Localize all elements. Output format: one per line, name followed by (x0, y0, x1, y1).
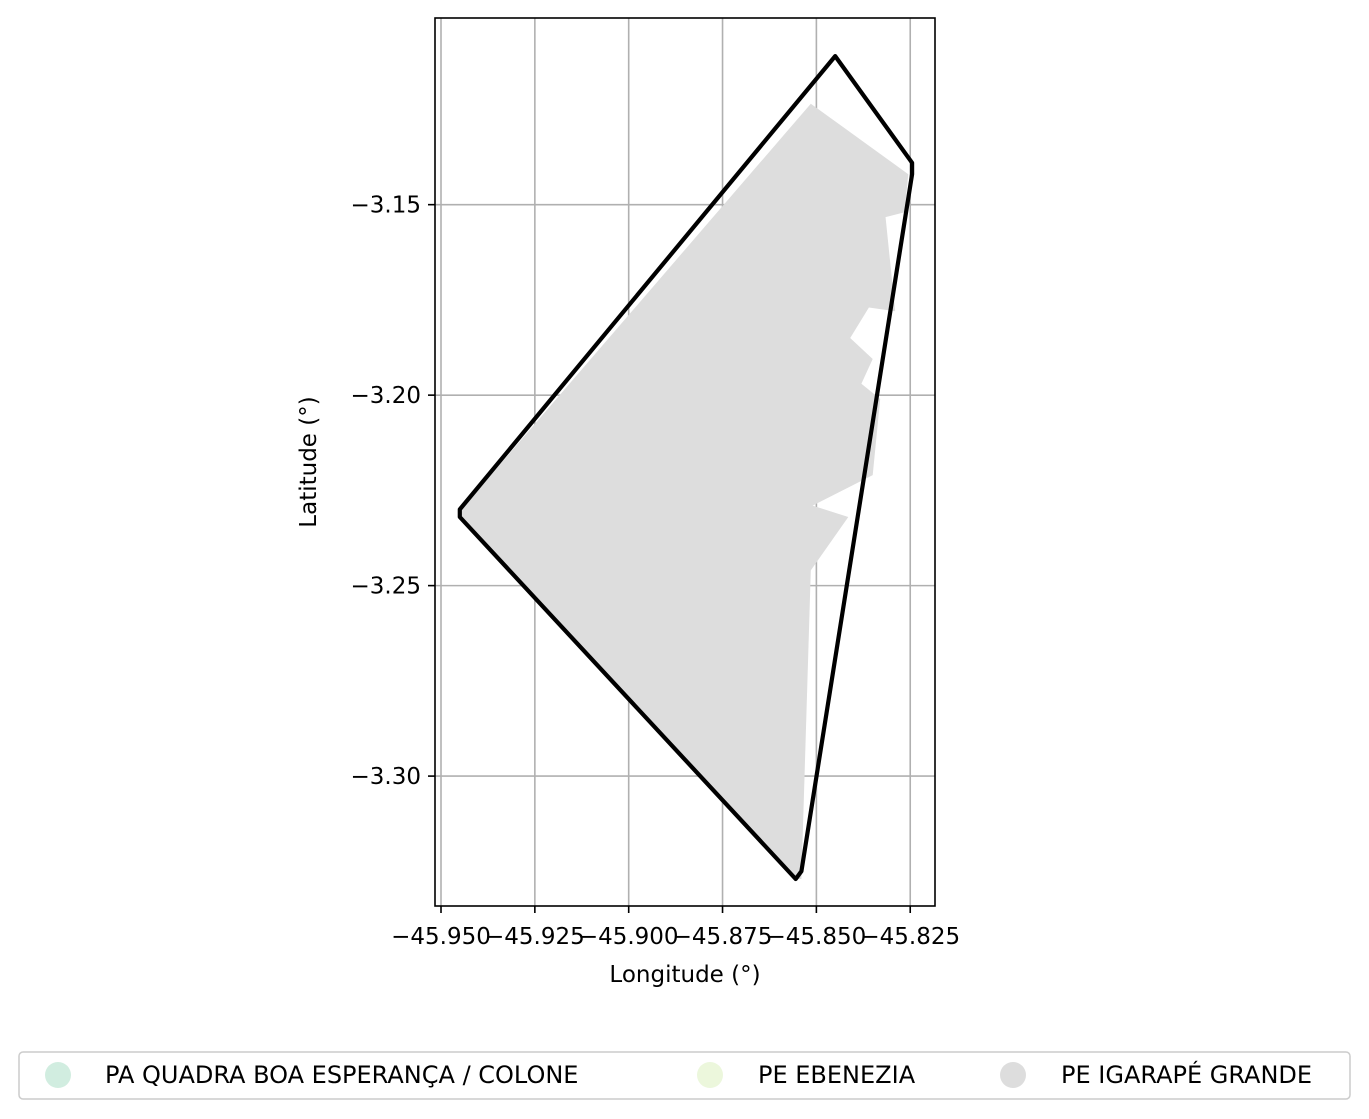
boundary-polygon (457, 53, 915, 882)
x-tick-label-3: −45.875 (673, 924, 773, 950)
x-axis-ticks: −45.950−45.925−45.900−45.875−45.850−45.8… (391, 906, 960, 950)
legend-label-2: PE IGARAPÉ GRANDE (1061, 1060, 1312, 1089)
x-tick-label-4: −45.850 (767, 924, 867, 950)
y-tick-label-3: −3.30 (351, 764, 421, 790)
area-layer (457, 103, 909, 879)
y-axis-label: Latitude (°) (296, 396, 322, 527)
legend-marker-1 (697, 1062, 723, 1088)
plot-frame (434, 17, 936, 907)
x-tick-label-0: −45.950 (391, 924, 491, 950)
x-tick-label-1: −45.925 (485, 924, 585, 950)
legend: PA QUADRA BOA ESPERANÇA / COLONE PE EBENE… (18, 1051, 1351, 1100)
legend-label-1: PE EBENEZIA (758, 1061, 916, 1089)
legend-items: PA QUADRA BOA ESPERANÇA / COLONE PE EBENE… (45, 1060, 1312, 1089)
y-axis-ticks: −3.15 −3.20 −3.25 −3.30 (351, 193, 435, 790)
x-tick-label-5: −45.825 (860, 924, 960, 950)
legend-marker-0 (45, 1062, 71, 1088)
x-axis-label: Longitude (°) (609, 962, 760, 988)
y-tick-label-2: −3.25 (351, 574, 421, 600)
y-tick-label-1: −3.20 (351, 383, 421, 409)
boundary-layer (457, 53, 915, 882)
legend-marker-2 (1000, 1062, 1026, 1088)
y-tick-label-0: −3.15 (351, 193, 421, 219)
x-tick-label-2: −45.900 (579, 924, 679, 950)
legend-label-0: PA QUADRA BOA ESPERANÇA / COLONE (105, 1061, 578, 1089)
area-polygon-pe-igarape-grande (457, 103, 909, 879)
